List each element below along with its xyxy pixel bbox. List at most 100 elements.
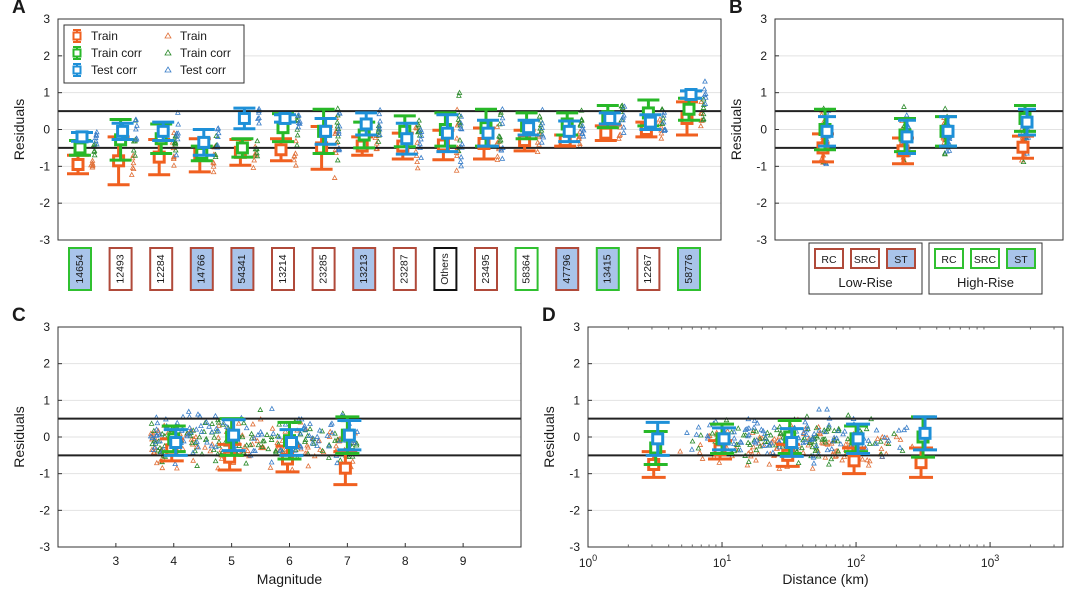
- scatter-point: [272, 448, 279, 455]
- x-tick-label: 6: [286, 554, 293, 568]
- scatter-point: [210, 168, 217, 175]
- scatter-point: [173, 130, 180, 136]
- scatter-point: [213, 425, 220, 431]
- scatter-point: [254, 153, 261, 159]
- scatter-point: [702, 78, 708, 84]
- scatter-point: [327, 428, 334, 434]
- scatter-point: [417, 140, 423, 147]
- scatter-point: [580, 133, 587, 139]
- errorbar-test-corr: [337, 419, 362, 452]
- scatter-point: [577, 140, 583, 146]
- errorbar-test-corr: [1018, 107, 1036, 137]
- scatter-point: [731, 428, 737, 435]
- scatter-point: [751, 438, 758, 444]
- scatter-point: [89, 161, 96, 168]
- category-frame: [352, 247, 377, 291]
- scatter-point: [579, 130, 586, 136]
- category-label: 12284: [155, 254, 167, 283]
- scatter-point: [130, 159, 137, 166]
- scatter-point: [803, 426, 810, 433]
- group-item-box: [934, 248, 964, 269]
- scatter-point: [276, 421, 283, 427]
- y-tick-label: 1: [43, 393, 50, 407]
- category-box: 23495: [474, 247, 498, 291]
- scatter-point: [811, 460, 817, 466]
- scatter-point: [618, 103, 625, 109]
- errorbars: [67, 88, 702, 187]
- scatter-point: [335, 128, 342, 134]
- errorbar-test-corr: [152, 120, 175, 143]
- scatter-point: [216, 422, 222, 428]
- scatter-point: [317, 446, 323, 452]
- scatter-point: [811, 439, 818, 445]
- category-label: 23495: [480, 254, 492, 283]
- scatter-point: [195, 444, 202, 450]
- mean-marker: [918, 426, 932, 440]
- y-tick-label: 2: [43, 49, 50, 63]
- scatter-point: [325, 454, 332, 460]
- scatter-point: [336, 123, 343, 129]
- scatter-point: [539, 120, 546, 126]
- category-labels: 14654 12493 12284 14766 54341 13214 23285 13213…: [68, 247, 701, 291]
- scatter-point: [171, 129, 177, 136]
- scatter-point: [152, 444, 158, 450]
- scatter-point: [615, 135, 622, 141]
- scatter-point: [458, 153, 465, 160]
- category-frame: [311, 247, 336, 291]
- errorbar-test-corr: [598, 111, 621, 126]
- scatter-point: [538, 127, 545, 133]
- legend-label: Train corr: [91, 46, 142, 60]
- errorbar-test-corr: [913, 415, 938, 452]
- scatter-point: [539, 132, 546, 138]
- scatter-point: [157, 437, 163, 444]
- scatter-point: [700, 116, 706, 123]
- scatter-point: [802, 419, 809, 425]
- group-item-box: [850, 248, 880, 269]
- scatter-point: [215, 428, 222, 434]
- scatter-point: [93, 131, 100, 137]
- x-tick-label: 9: [460, 554, 467, 568]
- scatter-point: [944, 148, 950, 154]
- scatter-point: [494, 123, 501, 129]
- panel-a: 3 2 1 0 -1 -2 -3 Residuals A Train Train Train corr…: [11, 0, 722, 291]
- scatter-point: [453, 167, 460, 173]
- scatter-point: [254, 137, 261, 144]
- scatter-point: [195, 411, 201, 417]
- scatter-point: [89, 157, 96, 163]
- errorbar-test-corr: [846, 422, 871, 455]
- scatter-point: [873, 440, 880, 446]
- scatter-point: [813, 442, 820, 449]
- scatter-point: [755, 440, 762, 446]
- errorbars: [641, 415, 938, 479]
- scatter-point: [677, 448, 684, 454]
- scatter-point: [816, 427, 823, 433]
- scatter-point: [133, 122, 140, 128]
- scatter-point: [660, 112, 667, 118]
- scatter-point: [457, 158, 464, 164]
- category-label: 58364: [520, 254, 532, 283]
- category-box: 12267: [636, 247, 661, 291]
- scatter-point: [329, 429, 336, 436]
- scatter-point: [276, 433, 282, 440]
- scatter-point: [824, 406, 830, 412]
- category-frame: [189, 247, 214, 291]
- scatter-point: [133, 135, 140, 141]
- scatter-point: [658, 135, 665, 141]
- x-tick-label: 3: [113, 554, 120, 568]
- category-label: 23285: [317, 254, 329, 283]
- scatter-point: [268, 433, 275, 440]
- y-tick-label: 0: [760, 123, 767, 137]
- mean-marker: [651, 432, 665, 446]
- scatter-point: [845, 435, 851, 442]
- x-tick-label: 102: [847, 553, 865, 570]
- scatter-point: [152, 438, 159, 444]
- y-tick-label: -2: [569, 503, 580, 517]
- scatter-point: [761, 442, 768, 448]
- scatter-point: [498, 146, 505, 152]
- scatter-point: [723, 416, 730, 423]
- mean-marker: [338, 461, 352, 475]
- scatter-point: [458, 120, 464, 126]
- scatter-point: [251, 157, 258, 163]
- category-box: 14654: [68, 247, 92, 291]
- category-box: 12493: [108, 247, 133, 291]
